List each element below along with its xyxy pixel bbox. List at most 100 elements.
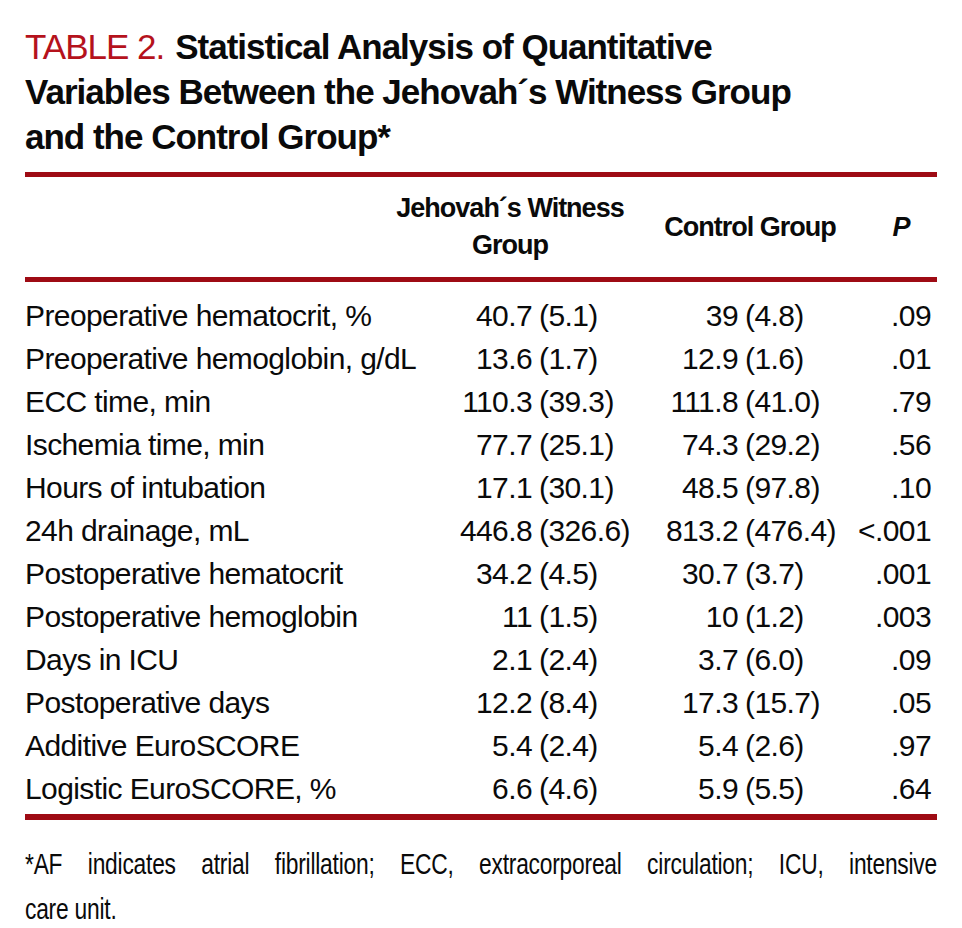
control-sd-value: (476.4) [745, 514, 842, 548]
jw-group-cell: 13.6 (1.7) [430, 342, 636, 376]
jw-mean-value: 34.2 [430, 557, 532, 591]
jw-group-cell: 12.2 (8.4) [430, 686, 636, 720]
row-label: Days in ICU [25, 643, 430, 677]
p-value: .09 [842, 643, 937, 677]
control-mean-value: 813.2 [636, 514, 738, 548]
jw-group-cell: 77.7 (25.1) [430, 428, 636, 462]
p-value: .10 [842, 471, 937, 505]
jw-mean-value: 77.7 [430, 428, 532, 462]
control-group-cell: 74.3 (29.2) [636, 428, 842, 462]
row-label: 24h drainage, mL [25, 514, 430, 548]
jw-sd-value: (326.6) [539, 514, 636, 548]
table-row: Additive EuroSCORE 5.4 (2.4) 5.4 (2.6) .… [25, 724, 937, 767]
table-row: Postoperative hematocrit 34.2 (4.5) 30.7… [25, 552, 937, 595]
title-text-line-3: and the Control Group* [25, 114, 937, 159]
row-label: Additive EuroSCORE [25, 729, 430, 763]
control-mean-value: 74.3 [636, 428, 738, 462]
footnote-line-1: *AF indicates atrial fibrillation; ECC, … [25, 841, 937, 886]
jw-sd-value: (39.3) [539, 385, 636, 419]
jw-group-cell: 446.8 (326.6) [430, 514, 636, 548]
jw-sd-value: (1.7) [539, 342, 636, 376]
table-row: Preoperative hemoglobin, g/dL 13.6 (1.7)… [25, 337, 937, 380]
control-mean-value: 5.4 [636, 729, 738, 763]
column-header-p: P [865, 209, 937, 246]
p-value: <.001 [842, 514, 937, 548]
row-label: Hours of intubation [25, 471, 430, 505]
jw-mean-value: 2.1 [430, 643, 532, 677]
control-sd-value: (4.8) [745, 299, 842, 333]
control-mean-value: 10 [636, 600, 738, 634]
jw-group-cell: 110.3 (39.3) [430, 385, 636, 419]
control-sd-value: (6.0) [745, 643, 842, 677]
control-group-cell: 5.9 (5.5) [636, 772, 842, 806]
footnote-line-2: care unit. [25, 886, 937, 928]
jw-mean-value: 12.2 [430, 686, 532, 720]
table-row: Ischemia time, min 77.7 (25.1) 74.3 (29.… [25, 423, 937, 466]
table-row: Postoperative hemoglobin 11 (1.5) 10 (1.… [25, 595, 937, 638]
p-value: .01 [842, 342, 937, 376]
row-label: ECC time, min [25, 385, 430, 419]
control-sd-value: (41.0) [745, 385, 842, 419]
control-group-cell: 39 (4.8) [636, 299, 842, 333]
row-label: Preoperative hematocrit, % [25, 299, 430, 333]
table-footnote: *AF indicates atrial fibrillation; ECC, … [25, 841, 937, 928]
jw-sd-value: (30.1) [539, 471, 636, 505]
jw-sd-value: (4.5) [539, 557, 636, 591]
control-mean-value: 5.9 [636, 772, 738, 806]
title-line-1: TABLE 2. Statistical Analysis of Quantita… [25, 24, 937, 69]
title-text-line-1: Statistical Analysis of Quantitative [175, 27, 711, 66]
table-row: 24h drainage, mL 446.8 (326.6) 813.2 (47… [25, 509, 937, 552]
table-title: TABLE 2. Statistical Analysis of Quantita… [25, 24, 937, 159]
jw-group-cell: 17.1 (30.1) [430, 471, 636, 505]
p-value: .09 [842, 299, 937, 333]
jw-mean-value: 17.1 [430, 471, 532, 505]
table-number-label: TABLE 2. [25, 27, 164, 66]
control-group-cell: 10 (1.2) [636, 600, 842, 634]
row-label: Postoperative hematocrit [25, 557, 430, 591]
control-mean-value: 30.7 [636, 557, 738, 591]
jw-group-cell: 5.4 (2.4) [430, 729, 636, 763]
table-row: Postoperative days 12.2 (8.4) 17.3 (15.7… [25, 681, 937, 724]
jw-mean-value: 40.7 [430, 299, 532, 333]
jw-mean-value: 110.3 [430, 385, 532, 419]
control-sd-value: (5.5) [745, 772, 842, 806]
control-group-cell: 30.7 (3.7) [636, 557, 842, 591]
title-text-line-2: Variables Between the Jehovah´s Witness … [25, 69, 937, 114]
jw-sd-value: (2.4) [539, 729, 636, 763]
table-row: Preoperative hematocrit, % 40.7 (5.1) 39… [25, 294, 937, 337]
p-value: .56 [842, 428, 937, 462]
control-mean-value: 12.9 [636, 342, 738, 376]
column-header-control-group: Control Group [635, 209, 865, 246]
table-row: Logistic EuroSCORE, % 6.6 (4.6) 5.9 (5.5… [25, 767, 937, 810]
jw-mean-value: 13.6 [430, 342, 532, 376]
control-sd-value: (1.2) [745, 600, 842, 634]
jw-group-cell: 6.6 (4.6) [430, 772, 636, 806]
jw-sd-value: (2.4) [539, 643, 636, 677]
row-label: Postoperative days [25, 686, 430, 720]
table-header-row: Jehovah´s Witness Group Control Group P [25, 177, 937, 277]
control-sd-value: (29.2) [745, 428, 842, 462]
row-label: Logistic EuroSCORE, % [25, 772, 430, 806]
control-group-cell: 48.5 (97.8) [636, 471, 842, 505]
control-sd-value: (97.8) [745, 471, 842, 505]
control-group-cell: 12.9 (1.6) [636, 342, 842, 376]
control-mean-value: 48.5 [636, 471, 738, 505]
paper-table-page: TABLE 2. Statistical Analysis of Quantita… [0, 0, 962, 928]
control-group-cell: 5.4 (2.6) [636, 729, 842, 763]
jw-mean-value: 11 [430, 600, 532, 634]
control-mean-value: 17.3 [636, 686, 738, 720]
table-row: Days in ICU 2.1 (2.4) 3.7 (6.0) .09 [25, 638, 937, 681]
jw-group-cell: 40.7 (5.1) [430, 299, 636, 333]
row-label: Preoperative hemoglobin, g/dL [25, 342, 430, 376]
jw-sd-value: (5.1) [539, 299, 636, 333]
p-value: .05 [842, 686, 937, 720]
control-group-cell: 3.7 (6.0) [636, 643, 842, 677]
jw-sd-value: (25.1) [539, 428, 636, 462]
control-sd-value: (1.6) [745, 342, 842, 376]
jw-group-cell: 11 (1.5) [430, 600, 636, 634]
p-value: .97 [842, 729, 937, 763]
control-group-cell: 111.8 (41.0) [636, 385, 842, 419]
control-mean-value: 39 [636, 299, 738, 333]
control-group-cell: 17.3 (15.7) [636, 686, 842, 720]
table-row: ECC time, min 110.3 (39.3) 111.8 (41.0) … [25, 380, 937, 423]
